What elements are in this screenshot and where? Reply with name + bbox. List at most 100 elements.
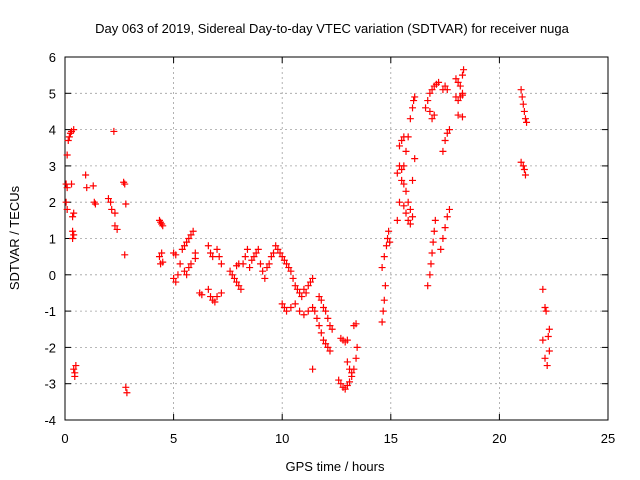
data-point: [521, 171, 529, 179]
data-point: [456, 82, 464, 90]
data-point: [400, 133, 408, 141]
data-point: [69, 227, 77, 235]
data-point: [517, 158, 525, 166]
data-point: [63, 184, 71, 192]
data-point: [70, 209, 78, 217]
y-tick-label: 4: [49, 123, 56, 138]
data-point: [183, 238, 191, 246]
data-point: [424, 282, 432, 290]
data-point: [395, 142, 403, 150]
x-tick-label: 15: [384, 431, 398, 446]
data-point: [155, 253, 163, 261]
data-point: [343, 358, 351, 366]
data-point: [207, 293, 215, 301]
data-point: [215, 253, 223, 261]
data-point: [302, 289, 310, 297]
data-point: [322, 307, 330, 315]
data-point: [309, 365, 317, 373]
data-point: [443, 213, 451, 221]
data-point: [426, 107, 434, 115]
data-point: [272, 242, 280, 250]
data-point: [398, 176, 406, 184]
data-point: [411, 93, 419, 101]
data-point: [72, 362, 80, 370]
data-point: [293, 285, 301, 293]
data-point: [393, 169, 401, 177]
data-point: [337, 380, 345, 388]
data-point: [291, 282, 299, 290]
data-point: [517, 86, 525, 94]
data-point: [402, 147, 410, 155]
data-point: [217, 260, 225, 268]
y-tick-label: -1: [44, 304, 56, 319]
data-point: [454, 111, 462, 119]
data-point: [309, 303, 317, 311]
data-point: [64, 136, 72, 144]
data-point: [380, 253, 388, 261]
data-point: [328, 325, 336, 333]
data-point: [452, 75, 460, 83]
data-point: [204, 285, 212, 293]
data-point: [443, 86, 451, 94]
data-point: [426, 271, 434, 279]
data-point: [233, 278, 241, 286]
data-point: [89, 182, 97, 190]
data-point: [187, 260, 195, 268]
data-point: [427, 260, 435, 268]
data-point: [228, 271, 236, 279]
data-point: [174, 271, 182, 279]
data-point: [539, 336, 547, 344]
x-tick-label: 0: [61, 431, 68, 446]
data-point: [235, 282, 243, 290]
data-point: [317, 329, 325, 337]
data-point: [402, 187, 410, 195]
data-point: [430, 227, 438, 235]
data-point: [422, 104, 430, 112]
data-point: [180, 242, 188, 250]
data-point: [519, 162, 527, 170]
data-point: [296, 289, 304, 297]
data-point: [393, 216, 401, 224]
x-axis-label: GPS time / hours: [286, 459, 385, 474]
data-point: [82, 171, 90, 179]
data-point: [259, 267, 267, 275]
data-point: [454, 78, 462, 86]
data-point: [70, 231, 78, 239]
data-point: [319, 303, 327, 311]
data-point: [520, 166, 528, 174]
data-point: [458, 89, 466, 97]
data-point: [110, 127, 118, 135]
data-point: [520, 107, 528, 115]
data-point: [276, 249, 284, 257]
data-point: [217, 289, 225, 297]
data-point: [523, 118, 531, 126]
data-point: [409, 176, 417, 184]
data-point: [352, 320, 360, 328]
data-point: [71, 372, 79, 380]
data-point: [304, 307, 312, 315]
data-point: [398, 136, 406, 144]
data-point: [298, 293, 306, 301]
data-point: [409, 213, 417, 221]
data-point: [353, 343, 361, 351]
data-point: [441, 82, 449, 90]
data-point: [300, 285, 308, 293]
data-point: [213, 293, 221, 301]
data-point: [311, 307, 319, 315]
data-point: [400, 180, 408, 188]
data-point: [170, 274, 178, 282]
data-point: [211, 298, 219, 306]
data-point: [441, 224, 449, 232]
data-point: [63, 205, 71, 213]
data-point: [185, 235, 193, 242]
data-point: [460, 66, 468, 74]
data-point: [187, 231, 195, 239]
data-point: [265, 260, 273, 268]
y-tick-label: 6: [49, 50, 56, 65]
data-point: [346, 365, 354, 373]
data-point: [209, 253, 217, 261]
data-point: [241, 253, 249, 261]
data-point: [191, 249, 199, 257]
